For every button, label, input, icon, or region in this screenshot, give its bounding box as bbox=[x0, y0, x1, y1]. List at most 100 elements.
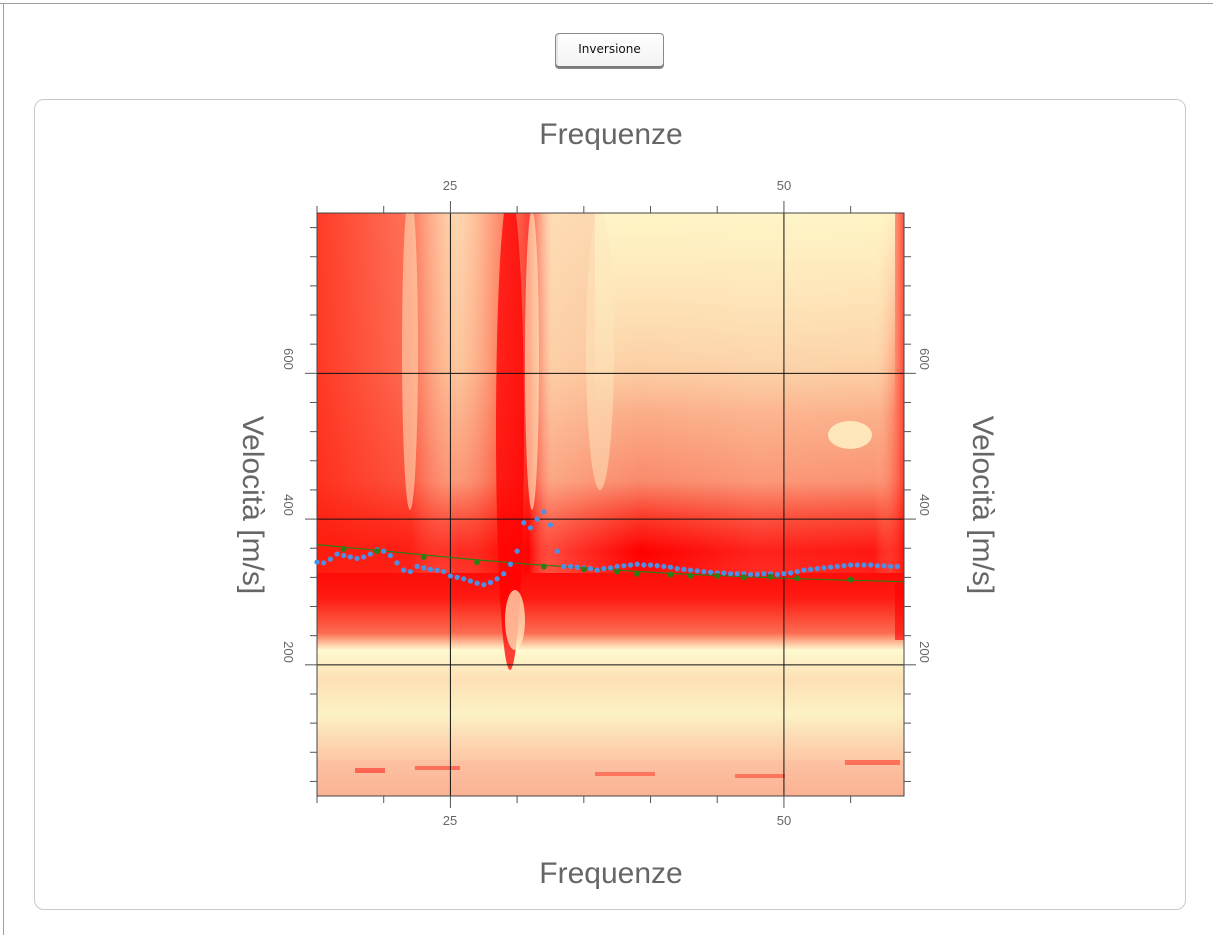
dispersion-point bbox=[754, 571, 760, 578]
dispersion-point bbox=[341, 552, 347, 559]
dispersion-point bbox=[707, 569, 714, 575]
axis-ticks bbox=[305, 201, 916, 808]
window-top-border bbox=[0, 3, 1213, 4]
dispersion-point bbox=[401, 567, 407, 573]
fitted-curve-marker bbox=[614, 568, 621, 575]
dispersion-point bbox=[381, 548, 387, 554]
dispersion-point bbox=[868, 562, 874, 568]
dispersion-point bbox=[814, 566, 820, 572]
fitted-curve-marker bbox=[374, 548, 381, 555]
dispersion-point bbox=[734, 571, 740, 577]
dispersion-point bbox=[694, 568, 700, 574]
y-tick-label-right: 400 bbox=[917, 494, 932, 516]
x-axis-title-top: Frequenze bbox=[539, 118, 682, 151]
dispersion-point bbox=[514, 548, 520, 554]
dispersion-point bbox=[441, 568, 447, 575]
y-tick-label-right: 200 bbox=[917, 641, 932, 663]
dispersion-point bbox=[594, 567, 600, 573]
dispersion-point bbox=[367, 551, 373, 557]
dispersion-point bbox=[801, 567, 807, 573]
dispersion-point bbox=[354, 555, 360, 562]
dispersion-point bbox=[387, 552, 393, 559]
dispersion-point bbox=[394, 560, 400, 566]
dispersion-point bbox=[894, 563, 900, 570]
dispersion-point bbox=[854, 562, 860, 568]
dispersion-point bbox=[547, 522, 554, 528]
y-axis-title-left: Velocità [m/s] bbox=[236, 416, 269, 594]
fitted-curve-marker bbox=[740, 574, 747, 581]
x-axis-title-bottom: Frequenze bbox=[539, 857, 682, 890]
dispersion-point bbox=[407, 568, 413, 575]
dispersion-point bbox=[327, 556, 333, 562]
dispersion-point bbox=[421, 565, 427, 571]
y-tick-label-left: 400 bbox=[281, 494, 296, 516]
fitted-curve-marker bbox=[420, 553, 427, 560]
x-tick-label-bottom: 50 bbox=[777, 813, 791, 828]
dispersion-point bbox=[721, 570, 727, 576]
dispersion-point bbox=[541, 509, 547, 515]
dispersion-points bbox=[314, 509, 900, 588]
grid-lines bbox=[317, 213, 904, 796]
dispersion-point bbox=[641, 562, 647, 568]
dispersion-point bbox=[674, 566, 680, 572]
dispersion-point bbox=[627, 562, 634, 568]
inversion-button[interactable]: Inversione bbox=[555, 33, 664, 69]
fitted-curve-marker bbox=[340, 545, 347, 552]
plot-frame bbox=[316, 212, 905, 797]
y-tick-label-left: 200 bbox=[281, 641, 296, 663]
fitted-curve-marker bbox=[847, 576, 854, 583]
fitted-curve-marker bbox=[767, 573, 774, 580]
dispersion-point bbox=[761, 571, 767, 577]
dispersion-point bbox=[808, 566, 814, 572]
dispersion-point bbox=[601, 566, 607, 572]
dispersion-point bbox=[314, 559, 320, 565]
dispersion-point bbox=[634, 561, 640, 567]
window-left-border bbox=[3, 3, 4, 935]
dispersion-point bbox=[474, 580, 480, 586]
dispersion-chart: Frequenze Frequenze Velocità [m/s] Veloc… bbox=[236, 118, 999, 890]
dispersion-point bbox=[774, 571, 780, 578]
dispersion-point bbox=[661, 563, 667, 570]
dispersion-point bbox=[654, 563, 660, 569]
dispersion-point bbox=[794, 568, 800, 575]
dispersion-point bbox=[454, 574, 460, 580]
fitted-curve-marker bbox=[580, 566, 587, 573]
x-tick-label-top: 25 bbox=[443, 178, 457, 193]
dispersion-point bbox=[487, 579, 494, 586]
dispersion-point bbox=[507, 561, 514, 567]
dispersion-point bbox=[881, 563, 887, 569]
y-tick-label-left: 600 bbox=[281, 348, 296, 370]
dispersion-point bbox=[828, 564, 834, 570]
dispersion-point bbox=[841, 563, 847, 569]
dispersion-point bbox=[527, 525, 534, 531]
dispersion-point bbox=[861, 562, 867, 568]
dispersion-point bbox=[467, 578, 474, 584]
chart-panel: Frequenze Frequenze Velocità [m/s] Veloc… bbox=[34, 99, 1186, 910]
dispersion-point bbox=[534, 516, 540, 522]
dispersion-point bbox=[447, 573, 454, 579]
dispersion-point bbox=[614, 563, 620, 570]
dispersion-point bbox=[647, 562, 654, 568]
dispersion-point bbox=[494, 576, 500, 582]
fitted-curve-marker bbox=[687, 572, 694, 579]
dispersion-point bbox=[874, 563, 880, 569]
dispersion-point bbox=[727, 571, 734, 577]
dispersion-point bbox=[834, 563, 840, 570]
x-tick-label-bottom: 25 bbox=[443, 813, 457, 828]
dispersion-point bbox=[361, 554, 367, 560]
dispersion-point bbox=[321, 560, 327, 566]
dispersion-point bbox=[574, 564, 580, 570]
dispersion-point bbox=[681, 566, 687, 572]
dispersion-point bbox=[501, 571, 507, 577]
dispersion-point bbox=[607, 565, 614, 571]
dispersion-point bbox=[848, 562, 854, 568]
dispersion-point bbox=[567, 563, 574, 570]
dispersion-point bbox=[561, 563, 567, 570]
x-tick-label-top: 50 bbox=[777, 178, 791, 193]
y-axis-title-right: Velocità [m/s] bbox=[966, 416, 999, 594]
dispersion-point bbox=[821, 565, 827, 571]
fitted-curve-marker bbox=[667, 571, 674, 578]
fitted-curve-marker bbox=[634, 570, 641, 577]
dispersion-point bbox=[747, 571, 754, 578]
dispersion-point bbox=[347, 554, 353, 560]
